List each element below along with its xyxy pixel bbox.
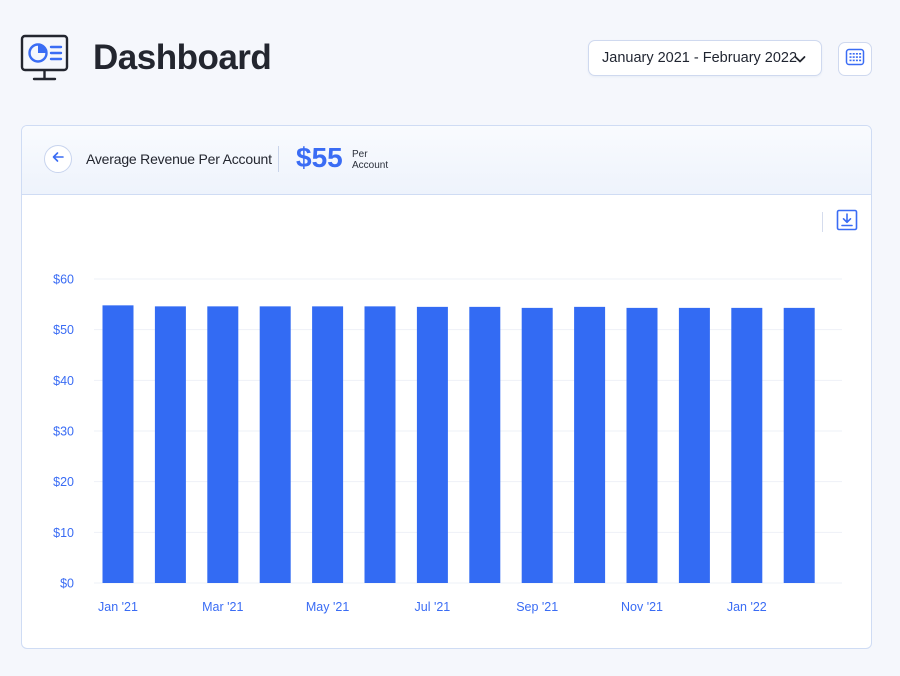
page-header: Dashboard January 2021 - February 2022: [0, 0, 900, 120]
toolbar-divider: [822, 212, 823, 232]
y-tick-label: $20: [53, 475, 74, 489]
header-divider: [278, 146, 279, 172]
calendar-button[interactable]: [838, 42, 872, 76]
download-button[interactable]: [835, 209, 859, 236]
x-tick-label: Jan '22: [727, 600, 767, 614]
card-header: Average Revenue Per Account $55 Per Accou…: [22, 126, 871, 195]
download-icon: [836, 209, 858, 236]
bar-0[interactable]: [102, 305, 134, 583]
bar-12[interactable]: [731, 307, 763, 583]
calendar-icon: [845, 47, 865, 72]
monitor-chart-icon: [20, 34, 70, 84]
chevron-down-icon: [793, 52, 807, 66]
page-title: Dashboard: [93, 38, 272, 77]
x-tick-label: Mar '21: [202, 600, 243, 614]
bar-4[interactable]: [312, 306, 344, 583]
arrow-left-icon: [51, 150, 65, 169]
bar-9[interactable]: [574, 306, 606, 583]
x-tick-label: Jul '21: [415, 600, 451, 614]
y-tick-label: $60: [53, 273, 74, 287]
y-tick-label: $30: [53, 425, 74, 439]
date-range-select[interactable]: January 2021 - February 2022: [588, 40, 822, 76]
bar-11[interactable]: [678, 307, 710, 583]
y-tick-label: $50: [53, 323, 74, 337]
x-tick-label: May '21: [306, 600, 349, 614]
y-tick-label: $10: [53, 526, 74, 540]
bar-10[interactable]: [626, 307, 658, 583]
bar-8[interactable]: [521, 307, 553, 583]
metric-label: Average Revenue Per Account: [86, 151, 272, 167]
revenue-bar-chart: $0 $10 $20 $30 $40 $50 $60 Jan '21 Mar '21 May '2…: [53, 273, 842, 614]
metric-value: $55: [296, 142, 343, 173]
bar-6[interactable]: [416, 306, 448, 583]
back-button[interactable]: [44, 145, 72, 173]
date-range-value: January 2021 - February 2022: [602, 50, 798, 66]
bar-13[interactable]: [783, 307, 815, 583]
x-tick-label: Nov '21: [621, 600, 663, 614]
x-tick-label: Sep '21: [516, 600, 558, 614]
bar-2[interactable]: [207, 306, 239, 583]
x-tick-label: Jan '21: [98, 600, 138, 614]
y-tick-label: $0: [60, 577, 74, 591]
metric-card: Average Revenue Per Account $55 Per Accou…: [21, 125, 872, 649]
bar-1[interactable]: [154, 306, 186, 583]
bar-3[interactable]: [259, 306, 291, 583]
y-tick-label: $40: [53, 374, 74, 388]
bar-5[interactable]: [364, 306, 396, 583]
bar-7[interactable]: [469, 306, 501, 583]
metric-unit: Per Account: [352, 149, 389, 171]
